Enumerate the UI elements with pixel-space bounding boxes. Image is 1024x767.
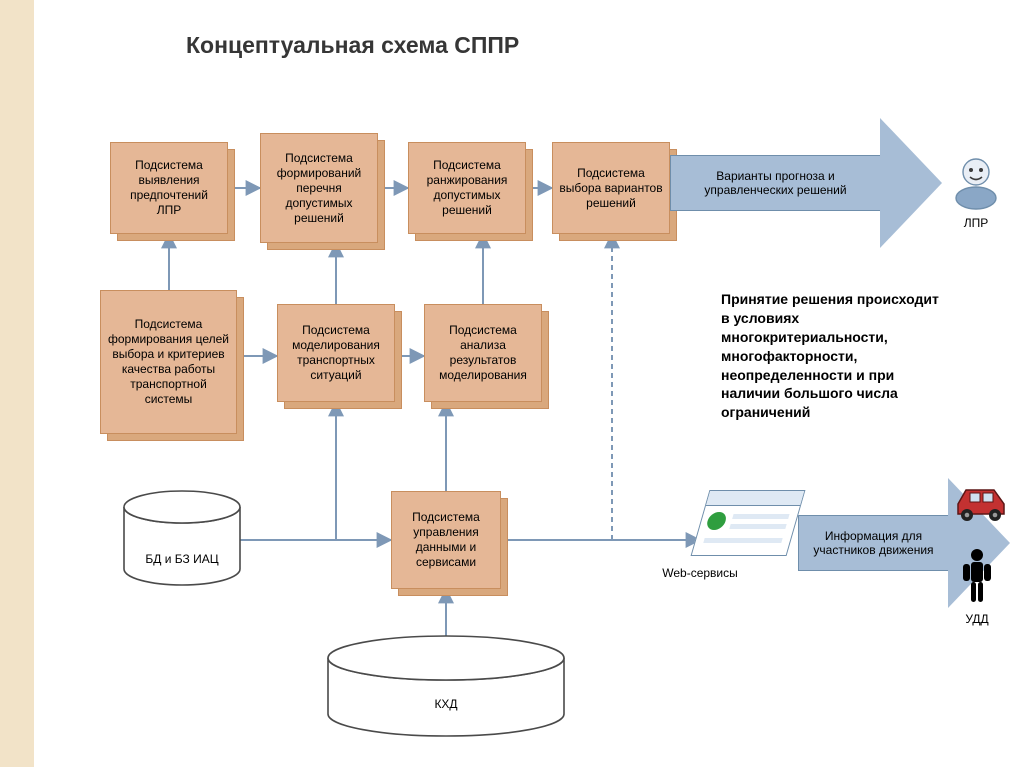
flow-node-label: Подсистема управления данными и сервисам…: [398, 510, 494, 570]
output-arrow-label: Информация для участников движения: [798, 515, 948, 571]
cylinder-icon: БД и БЗ ИАЦ: [124, 491, 240, 585]
pedestrian-icon: [960, 548, 994, 604]
flow-node-n8: Подсистема управления данными и сервисам…: [391, 491, 501, 589]
flow-node-label: Подсистема выявления предпочтений ЛПР: [117, 158, 221, 218]
flow-node-n4: Подсистема выбора вариантов решений: [552, 142, 670, 234]
cylinder-label: БД и БЗ ИАЦ: [145, 552, 218, 566]
flow-node-label: Подсистема формирования целей выбора и к…: [107, 317, 230, 407]
page-title: Концептуальная схема СППР: [186, 32, 519, 59]
annotation-text: Принятие решения происходит в условиях м…: [721, 290, 951, 422]
flow-node-label: Подсистема выбора вариантов решений: [559, 166, 663, 211]
flow-node-n6: Подсистема моделирования транспортных си…: [277, 304, 395, 402]
person-icon: [954, 152, 998, 210]
flow-node-n1: Подсистема выявления предпочтений ЛПР: [110, 142, 228, 234]
flow-node-n7: Подсистема анализа результатов моделиров…: [424, 304, 542, 402]
flow-node-n5: Подсистема формирования целей выбора и к…: [100, 290, 237, 434]
person-label: ЛПР: [950, 216, 1002, 230]
flow-node-label: Подсистема ранжирования допустимых решен…: [415, 158, 519, 218]
output-arrow-a1: Варианты прогноза и управленческих решен…: [670, 118, 942, 248]
browser-label: Web-сервисы: [630, 566, 770, 580]
decorative-sidebar: [0, 0, 34, 767]
output-arrow-label: Варианты прогноза и управленческих решен…: [670, 155, 880, 211]
flow-node-n2: Подсистема формирований перечня допустим…: [260, 133, 378, 243]
pedestrian-label: УДД: [950, 612, 1004, 626]
connector: [336, 402, 391, 540]
flow-node-n3: Подсистема ранжирования допустимых решен…: [408, 142, 526, 234]
cylinder-icon: КХД: [328, 636, 564, 736]
flow-node-label: Подсистема моделирования транспортных си…: [284, 323, 388, 383]
flow-node-label: Подсистема анализа результатов моделиров…: [431, 323, 535, 383]
diagram-stage: { "page": { "width": 1024, "height": 767…: [0, 0, 1024, 767]
flow-node-label: Подсистема формирований перечня допустим…: [267, 151, 371, 226]
cylinder-label: КХД: [434, 697, 457, 711]
arrow-head-icon: [880, 118, 942, 248]
car-icon: [952, 480, 1010, 524]
browser-window-icon: [691, 490, 806, 556]
